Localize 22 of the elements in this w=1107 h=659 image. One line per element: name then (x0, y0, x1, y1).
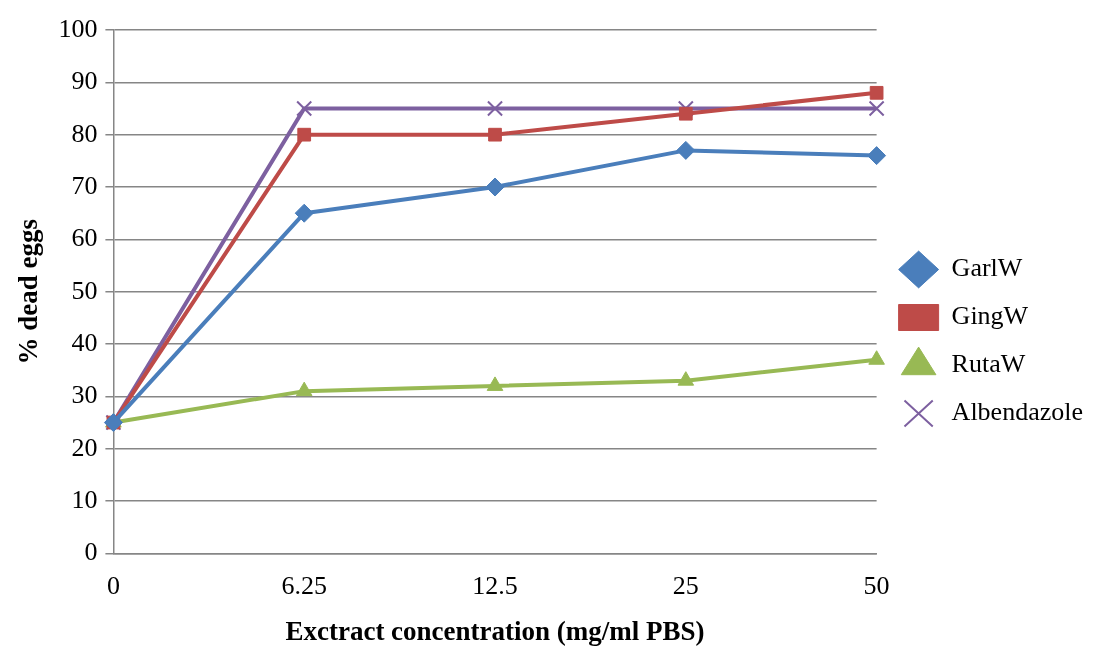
legend-label: GingW (951, 301, 1029, 331)
y-tick-label: 40 (71, 327, 98, 357)
y-tick-label: 0 (84, 537, 98, 567)
y-tick-label: 30 (71, 380, 98, 410)
legend-label: RutaW (951, 349, 1026, 379)
y-tick-label: 20 (71, 432, 98, 462)
y-tick-label: 60 (71, 223, 98, 253)
x-tick-label: 25 (672, 570, 699, 600)
y-axis-title: % dead eggs (13, 218, 44, 365)
y-tick-label: 50 (71, 275, 98, 305)
x-axis-title: Exctract concentration (mg/ml PBS) (285, 615, 705, 646)
x-tick-label: 50 (863, 570, 890, 600)
y-tick-label: 70 (71, 170, 98, 200)
x-tick-label: 12.5 (472, 570, 518, 600)
legend-label: Albendazole (951, 397, 1084, 427)
legend-label: GarlW (951, 253, 1023, 283)
y-tick-label: 80 (71, 118, 98, 148)
y-tick-label: 10 (71, 484, 98, 514)
y-tick-label: 100 (58, 13, 98, 43)
x-tick-label: 6.25 (281, 570, 327, 600)
y-tick-label: 90 (71, 66, 98, 96)
x-tick-label: 0 (106, 570, 120, 600)
